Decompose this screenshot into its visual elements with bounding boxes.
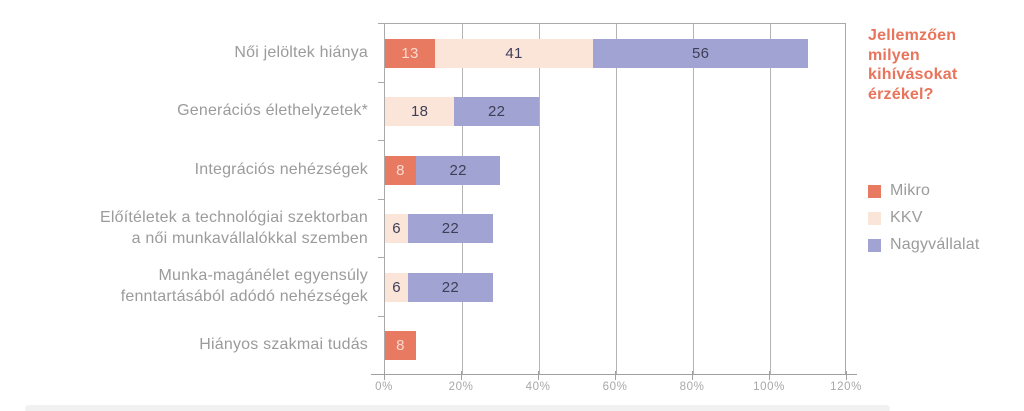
bar-segment-mikro: 8 (385, 155, 416, 185)
bar-segment-mikro: 8 (385, 331, 416, 361)
category-label: Női jelöltek hiánya (234, 43, 368, 61)
legend-swatch-icon (868, 238, 881, 252)
bar-segment-kkv: 6 (385, 272, 409, 302)
category-label: Hiányos szakmai tudás (199, 336, 368, 354)
legend-item-kkv: KKV (868, 209, 980, 227)
bottom-strip (25, 405, 890, 411)
legend-label: KKV (890, 209, 923, 226)
legend-label: Nagyvállalat (890, 236, 980, 253)
value-label: 22 (441, 220, 460, 238)
x-axis-tick (615, 371, 616, 380)
y-axis-tick (378, 257, 384, 258)
y-axis-tick (378, 198, 384, 200)
value-label: 22 (449, 161, 467, 179)
x-axis-tick (846, 371, 847, 380)
x-axis-tick (461, 371, 462, 380)
bar-segment-kkv: 18 (385, 97, 455, 127)
gridline (539, 24, 540, 374)
value-label: 56 (692, 44, 710, 62)
gridline (616, 24, 617, 374)
legend: Mikro KKV Nagyvállalat (868, 182, 980, 254)
value-label: 8 (396, 337, 405, 355)
bar-segment-nagyvállalat: 56 (592, 38, 809, 68)
x-axis-tick-label: 0% (375, 381, 393, 393)
x-axis-tick-label: 120% (830, 381, 862, 393)
x-axis-tick-label: 20% (448, 381, 474, 393)
x-axis-tick (538, 371, 539, 380)
gridline (770, 24, 771, 374)
x-axis-tick (692, 371, 693, 380)
value-label: 18 (411, 103, 429, 121)
bar-segment-nagyvállalat: 22 (408, 272, 493, 302)
category-label: Generációs élethelyzetek* (177, 102, 368, 120)
gridline (462, 24, 463, 374)
category-label: Munka-magánélet egyensúly fenntartásából… (120, 267, 368, 306)
bar-segment-kkv: 41 (435, 38, 593, 68)
y-axis-tick (378, 81, 384, 83)
bar-segment-nagyvállalat: 22 (415, 155, 501, 185)
x-axis-tick-label: 40% (525, 381, 551, 393)
x-axis-tick-label: 60% (602, 381, 628, 393)
bar-segment-mikro: 13 (385, 38, 436, 68)
legend-label: Mikro (890, 182, 931, 199)
value-label: 6 (392, 278, 401, 296)
value-label: 13 (401, 44, 419, 62)
legend-swatch-icon (868, 184, 881, 198)
value-label: 41 (505, 44, 523, 62)
x-axis-tick-label: 80% (679, 381, 705, 393)
value-label: 8 (396, 161, 405, 179)
gridline (693, 24, 694, 374)
bar-segment-nagyvállalat: 22 (454, 97, 539, 127)
x-axis-tick (384, 371, 385, 380)
y-axis-tick (378, 23, 384, 24)
category-label: Integrációs nehézségek (194, 160, 368, 178)
chart-title: Jellemzően milyen kihívásokat érzékel? (868, 27, 958, 103)
value-label: 22 (441, 278, 460, 296)
x-axis-line (371, 374, 857, 375)
category-label: Előítéletek a technológiai szektorban a … (99, 208, 368, 247)
legend-swatch-icon (868, 211, 881, 225)
value-label: 6 (392, 220, 401, 238)
bar-segment-kkv: 6 (385, 214, 409, 244)
x-axis-tick-label: 100% (753, 381, 785, 393)
legend-item-mikro: Mikro (868, 182, 980, 200)
y-axis-tick (378, 315, 384, 317)
value-label: 22 (487, 103, 506, 121)
bar-segment-nagyvállalat: 22 (408, 214, 493, 244)
y-axis-tick (378, 140, 384, 141)
x-axis-tick (769, 371, 770, 380)
legend-item-nagyvállalat: Nagyvállalat (868, 236, 980, 254)
plot-area: 13 41 56 18 22 8 22 6 22 6 22 8 (384, 23, 846, 374)
